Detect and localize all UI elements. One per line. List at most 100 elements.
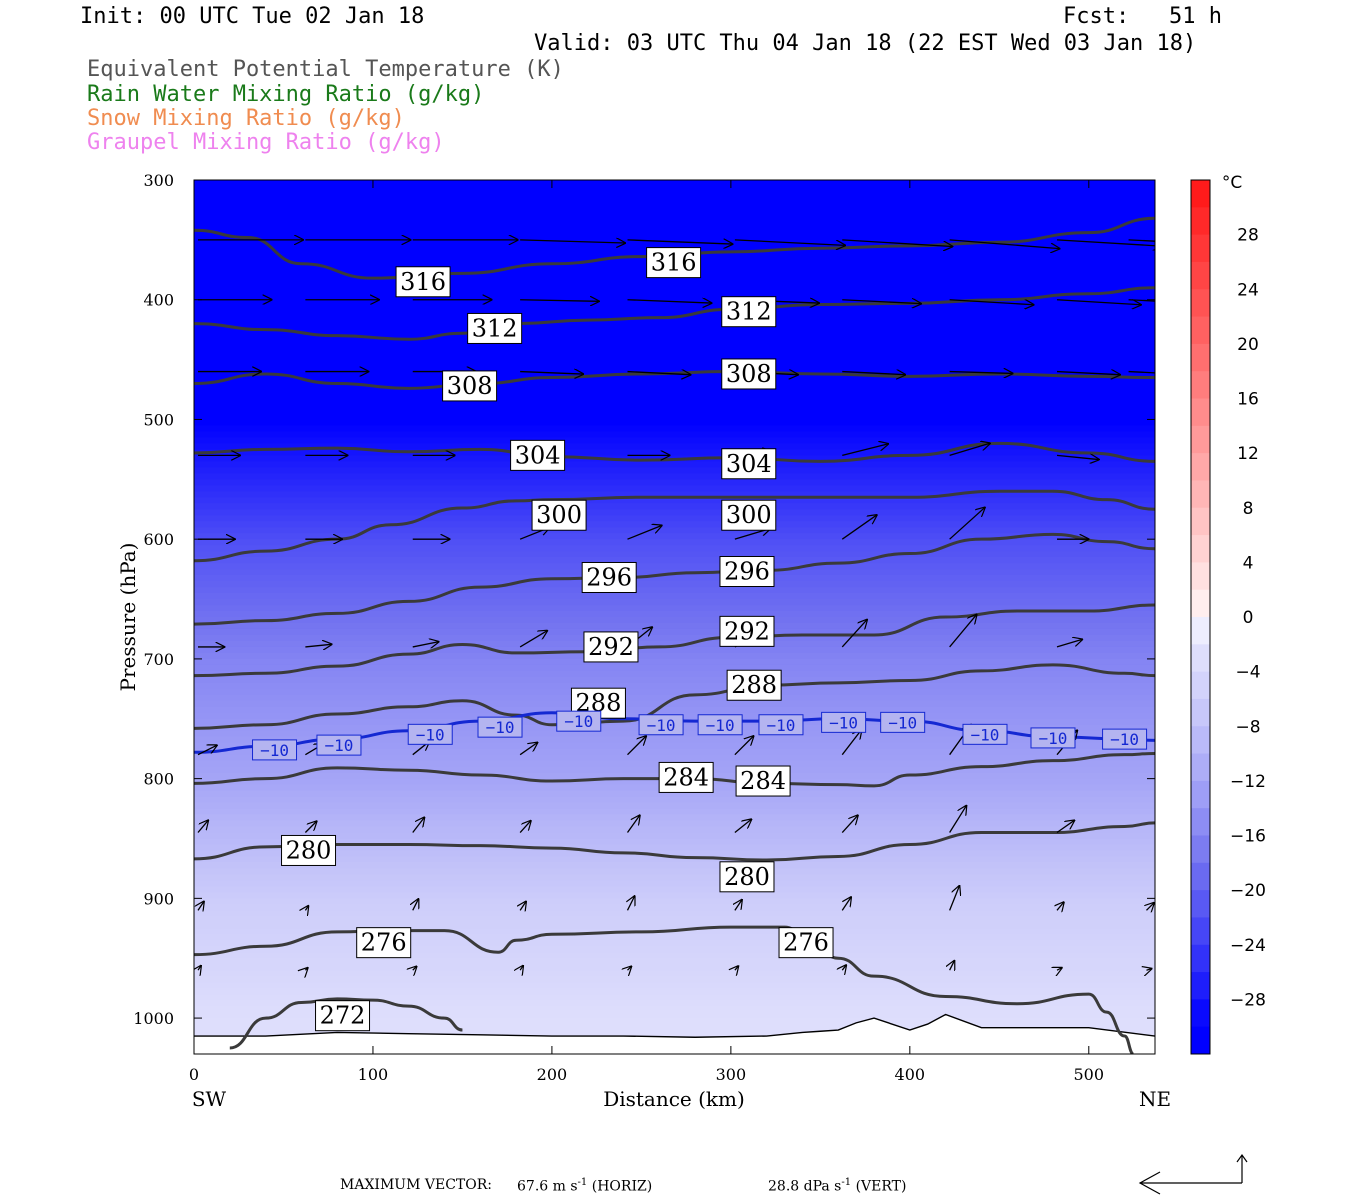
terrain-line — [194, 1013, 1155, 1038]
contour-label-box — [721, 499, 777, 531]
wind-vector — [949, 886, 960, 911]
wind-vector — [949, 508, 985, 540]
temperature-band — [194, 233, 1155, 241]
colorbar-segment — [1191, 944, 1210, 973]
contour-label-box — [719, 556, 775, 588]
temperature-band — [194, 982, 1155, 989]
temperature-band — [194, 605, 1155, 612]
contour-label: 292 — [724, 617, 770, 645]
temperature-band — [194, 437, 1155, 444]
temperature-band — [194, 407, 1155, 415]
legend-rain: Rain Water Mixing Ratio (g/kg) — [87, 82, 485, 107]
colorbar-segment — [1191, 917, 1210, 946]
reference-vector-icon — [1138, 1153, 1248, 1195]
temp-label: −10 — [829, 713, 858, 732]
temperature-band — [194, 551, 1155, 558]
wind-vector — [842, 239, 952, 247]
colorbar-segment — [1191, 207, 1210, 236]
temperature-band — [194, 299, 1155, 307]
colorbar-segment — [1191, 999, 1210, 1028]
temperature-band — [194, 557, 1155, 564]
temperature-band — [194, 359, 1155, 367]
colorbar-segment — [1191, 535, 1210, 563]
temperature-band — [194, 485, 1155, 492]
colorbar-segment — [1191, 835, 1210, 864]
contour-label-box — [735, 765, 791, 797]
temperature-band — [194, 880, 1155, 887]
contour-label-box — [721, 296, 777, 328]
wind-vector — [842, 300, 921, 304]
theta-e-contour-300 — [194, 489, 1155, 563]
colorbar-segment — [1191, 453, 1210, 481]
temperature-band — [194, 467, 1155, 474]
contour-label: 272 — [320, 1002, 366, 1030]
temperature-band — [194, 449, 1155, 456]
temperature-band — [194, 593, 1155, 600]
wind-vector — [949, 239, 1060, 249]
temperature-band — [194, 281, 1155, 289]
colorbar-frame — [1190, 179, 1211, 1055]
colorbar-segment — [1191, 644, 1210, 673]
temperature-band — [194, 347, 1155, 355]
theta-e-contour-284 — [194, 751, 1155, 788]
temperature-band — [194, 1006, 1155, 1013]
temperature-band — [194, 197, 1155, 205]
contour-label-box — [721, 448, 777, 480]
colorbar-segment — [1191, 698, 1210, 727]
wind-vector — [519, 743, 537, 756]
wind-vector — [1057, 968, 1062, 970]
temperature-band — [194, 952, 1155, 959]
colorbar-tick-label: −16 — [1230, 827, 1266, 847]
temperature-band — [194, 820, 1155, 828]
wind-vector — [734, 819, 751, 834]
wind-vector — [198, 902, 204, 911]
colorbar-segment — [1191, 972, 1210, 1000]
contour-label: 316 — [651, 249, 697, 277]
temp-label: −10 — [706, 716, 735, 735]
temperature-band — [194, 215, 1155, 223]
wind-vector — [627, 300, 711, 303]
x-tick-label: 0 — [189, 1065, 199, 1084]
temperature-band — [194, 706, 1155, 714]
temperature-band — [194, 275, 1155, 283]
contour-label: 280 — [286, 836, 332, 864]
temperature-band — [194, 227, 1155, 235]
temperature-band — [194, 790, 1155, 798]
wind-vector — [841, 515, 876, 540]
wind-vector — [412, 818, 425, 833]
contour-label-box — [719, 861, 775, 893]
contour-label: 308 — [726, 360, 772, 388]
contour-label-box — [531, 499, 587, 531]
temp-label: −10 — [416, 725, 445, 744]
wind-vector — [198, 966, 201, 970]
temperature-band — [194, 323, 1155, 331]
colorbar-tick-label: −28 — [1230, 990, 1266, 1010]
wind-vector — [949, 615, 977, 648]
temperature-band — [194, 904, 1155, 911]
colorbar-tick-label: 12 — [1237, 444, 1259, 464]
contour-label: 304 — [515, 441, 561, 469]
temperature-band — [194, 293, 1155, 301]
wind-vector — [626, 815, 639, 833]
theta-e-contour-316 — [194, 216, 1155, 280]
temp-label: −10 — [767, 716, 796, 735]
colorbar-segment — [1191, 425, 1210, 454]
endpoint-right-label: NE — [1139, 1087, 1171, 1111]
theta-e-contour-272 — [229, 997, 463, 1050]
wind-vector — [735, 966, 738, 970]
x-tick-label: 400 — [895, 1065, 926, 1084]
temp-label-box — [821, 711, 867, 733]
colorbar-segment — [1191, 234, 1210, 263]
temperature-band — [194, 958, 1155, 965]
wind-vector — [841, 815, 858, 833]
temperature-band — [194, 754, 1155, 762]
colorbar-tick-label: −24 — [1230, 936, 1266, 956]
temp-label-box — [962, 723, 1008, 745]
contour-label: 296 — [586, 563, 632, 591]
max-vector-horiz: 67.6 m s-1 (HORIZ) — [517, 1177, 653, 1195]
temp-label-box — [407, 723, 453, 745]
temperature-band — [194, 700, 1155, 708]
colorbar-tick-label: 0 — [1243, 608, 1254, 628]
temperature-band — [194, 844, 1155, 852]
